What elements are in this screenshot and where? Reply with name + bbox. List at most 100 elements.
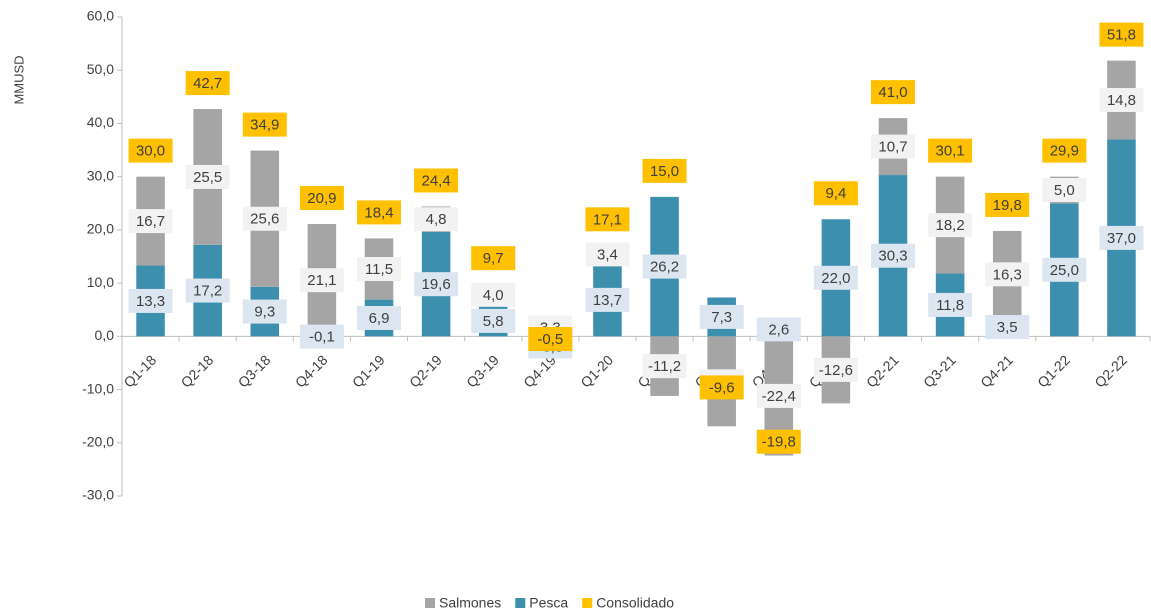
total-label: 51,8 bbox=[1107, 27, 1136, 44]
total-label-box bbox=[471, 246, 516, 271]
data-label-box bbox=[242, 299, 287, 324]
data-label: 4,0 bbox=[483, 287, 504, 304]
total-label: 42,7 bbox=[193, 75, 222, 92]
data-label: 5,0 bbox=[1054, 182, 1075, 199]
data-label: -0,1 bbox=[309, 329, 335, 346]
y-tick-label: -10,0 bbox=[82, 380, 114, 396]
x-tick-label: Q1-19 bbox=[349, 352, 388, 391]
data-label-box bbox=[185, 278, 230, 303]
data-label-box bbox=[756, 383, 801, 408]
y-tick-label: 0,0 bbox=[95, 327, 115, 343]
total-label: 9,4 bbox=[825, 185, 846, 202]
legend-swatch bbox=[425, 598, 435, 608]
total-label-box bbox=[756, 429, 801, 454]
x-tick-label: Q3-18 bbox=[235, 352, 274, 391]
data-label: 14,8 bbox=[1107, 92, 1136, 109]
total-label: 15,0 bbox=[650, 163, 679, 180]
total-label-box bbox=[871, 80, 915, 105]
data-label-box bbox=[299, 268, 344, 293]
x-tick-label: Q1-22 bbox=[1034, 352, 1073, 391]
total-label-box bbox=[585, 207, 630, 232]
data-label: 10,7 bbox=[878, 139, 907, 156]
x-tick-label: Q3-19 bbox=[463, 352, 502, 391]
data-label: 9,3 bbox=[254, 304, 275, 321]
data-label-box bbox=[471, 282, 516, 307]
data-label: 30,3 bbox=[878, 248, 907, 265]
total-label-box bbox=[1042, 138, 1087, 163]
data-label: 16,3 bbox=[993, 266, 1022, 283]
total-label-box bbox=[299, 186, 344, 211]
total-label-box bbox=[699, 375, 744, 400]
total-label: 30,0 bbox=[136, 143, 165, 160]
data-label-box bbox=[185, 164, 230, 189]
data-label-box bbox=[585, 242, 630, 267]
total-label: 34,9 bbox=[250, 117, 279, 134]
data-label: 21,1 bbox=[307, 272, 336, 289]
y-tick-label: -30,0 bbox=[82, 487, 114, 503]
total-label-box bbox=[357, 200, 401, 225]
data-label: 3,5 bbox=[997, 319, 1018, 336]
total-label-box bbox=[128, 138, 173, 163]
data-label: 25,0 bbox=[1050, 262, 1079, 279]
data-label-box bbox=[414, 207, 459, 232]
total-label: 30,1 bbox=[936, 143, 965, 160]
data-label: 13,3 bbox=[136, 293, 165, 310]
data-label-box bbox=[585, 287, 630, 312]
data-label: 11,8 bbox=[936, 297, 964, 314]
data-label-box bbox=[1042, 177, 1087, 202]
data-label-box bbox=[928, 213, 973, 238]
total-label: -19,8 bbox=[762, 434, 796, 451]
data-label-box bbox=[642, 254, 687, 279]
total-label-box bbox=[185, 71, 230, 96]
x-tick-label: Q1-18 bbox=[120, 352, 159, 391]
total-label: 9,7 bbox=[483, 250, 504, 267]
data-label: 25,6 bbox=[250, 211, 279, 228]
data-label-box bbox=[299, 324, 344, 349]
y-tick-label: 30,0 bbox=[87, 167, 114, 183]
data-label: 11,5 bbox=[365, 261, 393, 278]
data-label: 16,7 bbox=[136, 213, 165, 230]
data-label-box bbox=[699, 304, 744, 329]
x-tick-label: Q1-20 bbox=[577, 352, 616, 391]
data-label-box bbox=[1099, 225, 1144, 250]
total-label: -0,5 bbox=[537, 331, 563, 348]
data-label: 18,2 bbox=[936, 217, 965, 234]
y-axis-label: MMUSD bbox=[11, 55, 26, 104]
data-label: 5,8 bbox=[483, 313, 504, 330]
total-label-box bbox=[242, 112, 287, 137]
data-label: 17,2 bbox=[193, 283, 222, 300]
data-label-box bbox=[357, 257, 401, 282]
x-tick-label: Q2-21 bbox=[863, 352, 902, 391]
x-tick-label: Q2-22 bbox=[1091, 352, 1130, 391]
data-label-box bbox=[414, 272, 459, 297]
legend-label: Pesca bbox=[529, 595, 568, 611]
data-label-box bbox=[985, 315, 1030, 340]
y-tick-label: 10,0 bbox=[87, 274, 114, 290]
total-label-box bbox=[985, 192, 1030, 217]
total-label-box bbox=[813, 181, 858, 206]
data-label-box bbox=[242, 206, 287, 231]
legend-swatch bbox=[515, 598, 526, 608]
y-tick-label: 40,0 bbox=[87, 114, 114, 130]
x-tick-label: Q4-18 bbox=[292, 352, 331, 391]
data-label: 4,8 bbox=[426, 211, 447, 228]
total-label: 24,4 bbox=[422, 172, 451, 189]
data-label: 2,6 bbox=[768, 321, 789, 338]
total-label: 29,9 bbox=[1050, 143, 1079, 160]
total-label-box bbox=[642, 158, 687, 183]
total-label: 41,0 bbox=[878, 84, 907, 101]
y-tick-label: 50,0 bbox=[87, 61, 114, 77]
data-label: 19,6 bbox=[422, 276, 451, 293]
data-label-box bbox=[1042, 257, 1087, 282]
legend-label: Consolidado bbox=[596, 595, 674, 611]
data-label: 6,9 bbox=[369, 310, 390, 327]
x-tick-label: Q2-18 bbox=[178, 352, 217, 391]
data-label-box bbox=[871, 243, 915, 268]
data-label-box bbox=[928, 292, 973, 317]
total-label-box bbox=[528, 326, 573, 351]
data-label-box bbox=[471, 308, 516, 333]
data-label: 26,2 bbox=[650, 259, 679, 276]
data-label: 3,4 bbox=[597, 246, 618, 263]
legend-swatch bbox=[582, 598, 593, 608]
total-label: 18,4 bbox=[364, 204, 393, 221]
